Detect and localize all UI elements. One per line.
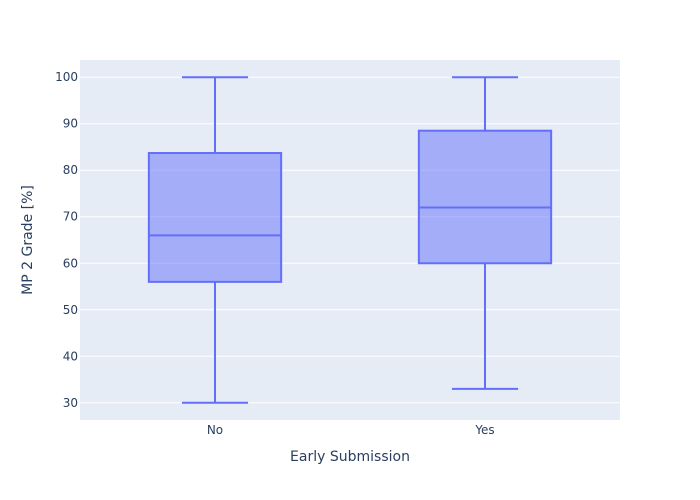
y-tick-label: 80 — [63, 163, 78, 177]
y-tick-label: 100 — [55, 70, 78, 84]
y-tick-label: 90 — [63, 117, 78, 131]
iqr-box — [147, 152, 283, 283]
x-tick-labels: No Yes — [207, 423, 495, 437]
box-series — [147, 76, 553, 404]
y-axis-title: MP 2 Grade [%] — [20, 185, 36, 295]
box-yes — [417, 76, 553, 390]
y-tick-label: 60 — [63, 256, 78, 270]
y-tick-label: 30 — [63, 396, 78, 410]
x-axis-title: Early Submission — [290, 449, 410, 465]
x-tick-label: No — [207, 423, 223, 437]
iqr-box — [417, 129, 553, 265]
y-tick-label: 40 — [63, 349, 78, 363]
y-tick-label: 50 — [63, 303, 78, 317]
x-tick-label: Yes — [474, 423, 494, 437]
box-no — [147, 76, 283, 404]
y-tick-labels: 30 40 50 60 70 80 90 100 — [55, 70, 78, 410]
y-tick-label: 70 — [63, 210, 78, 224]
